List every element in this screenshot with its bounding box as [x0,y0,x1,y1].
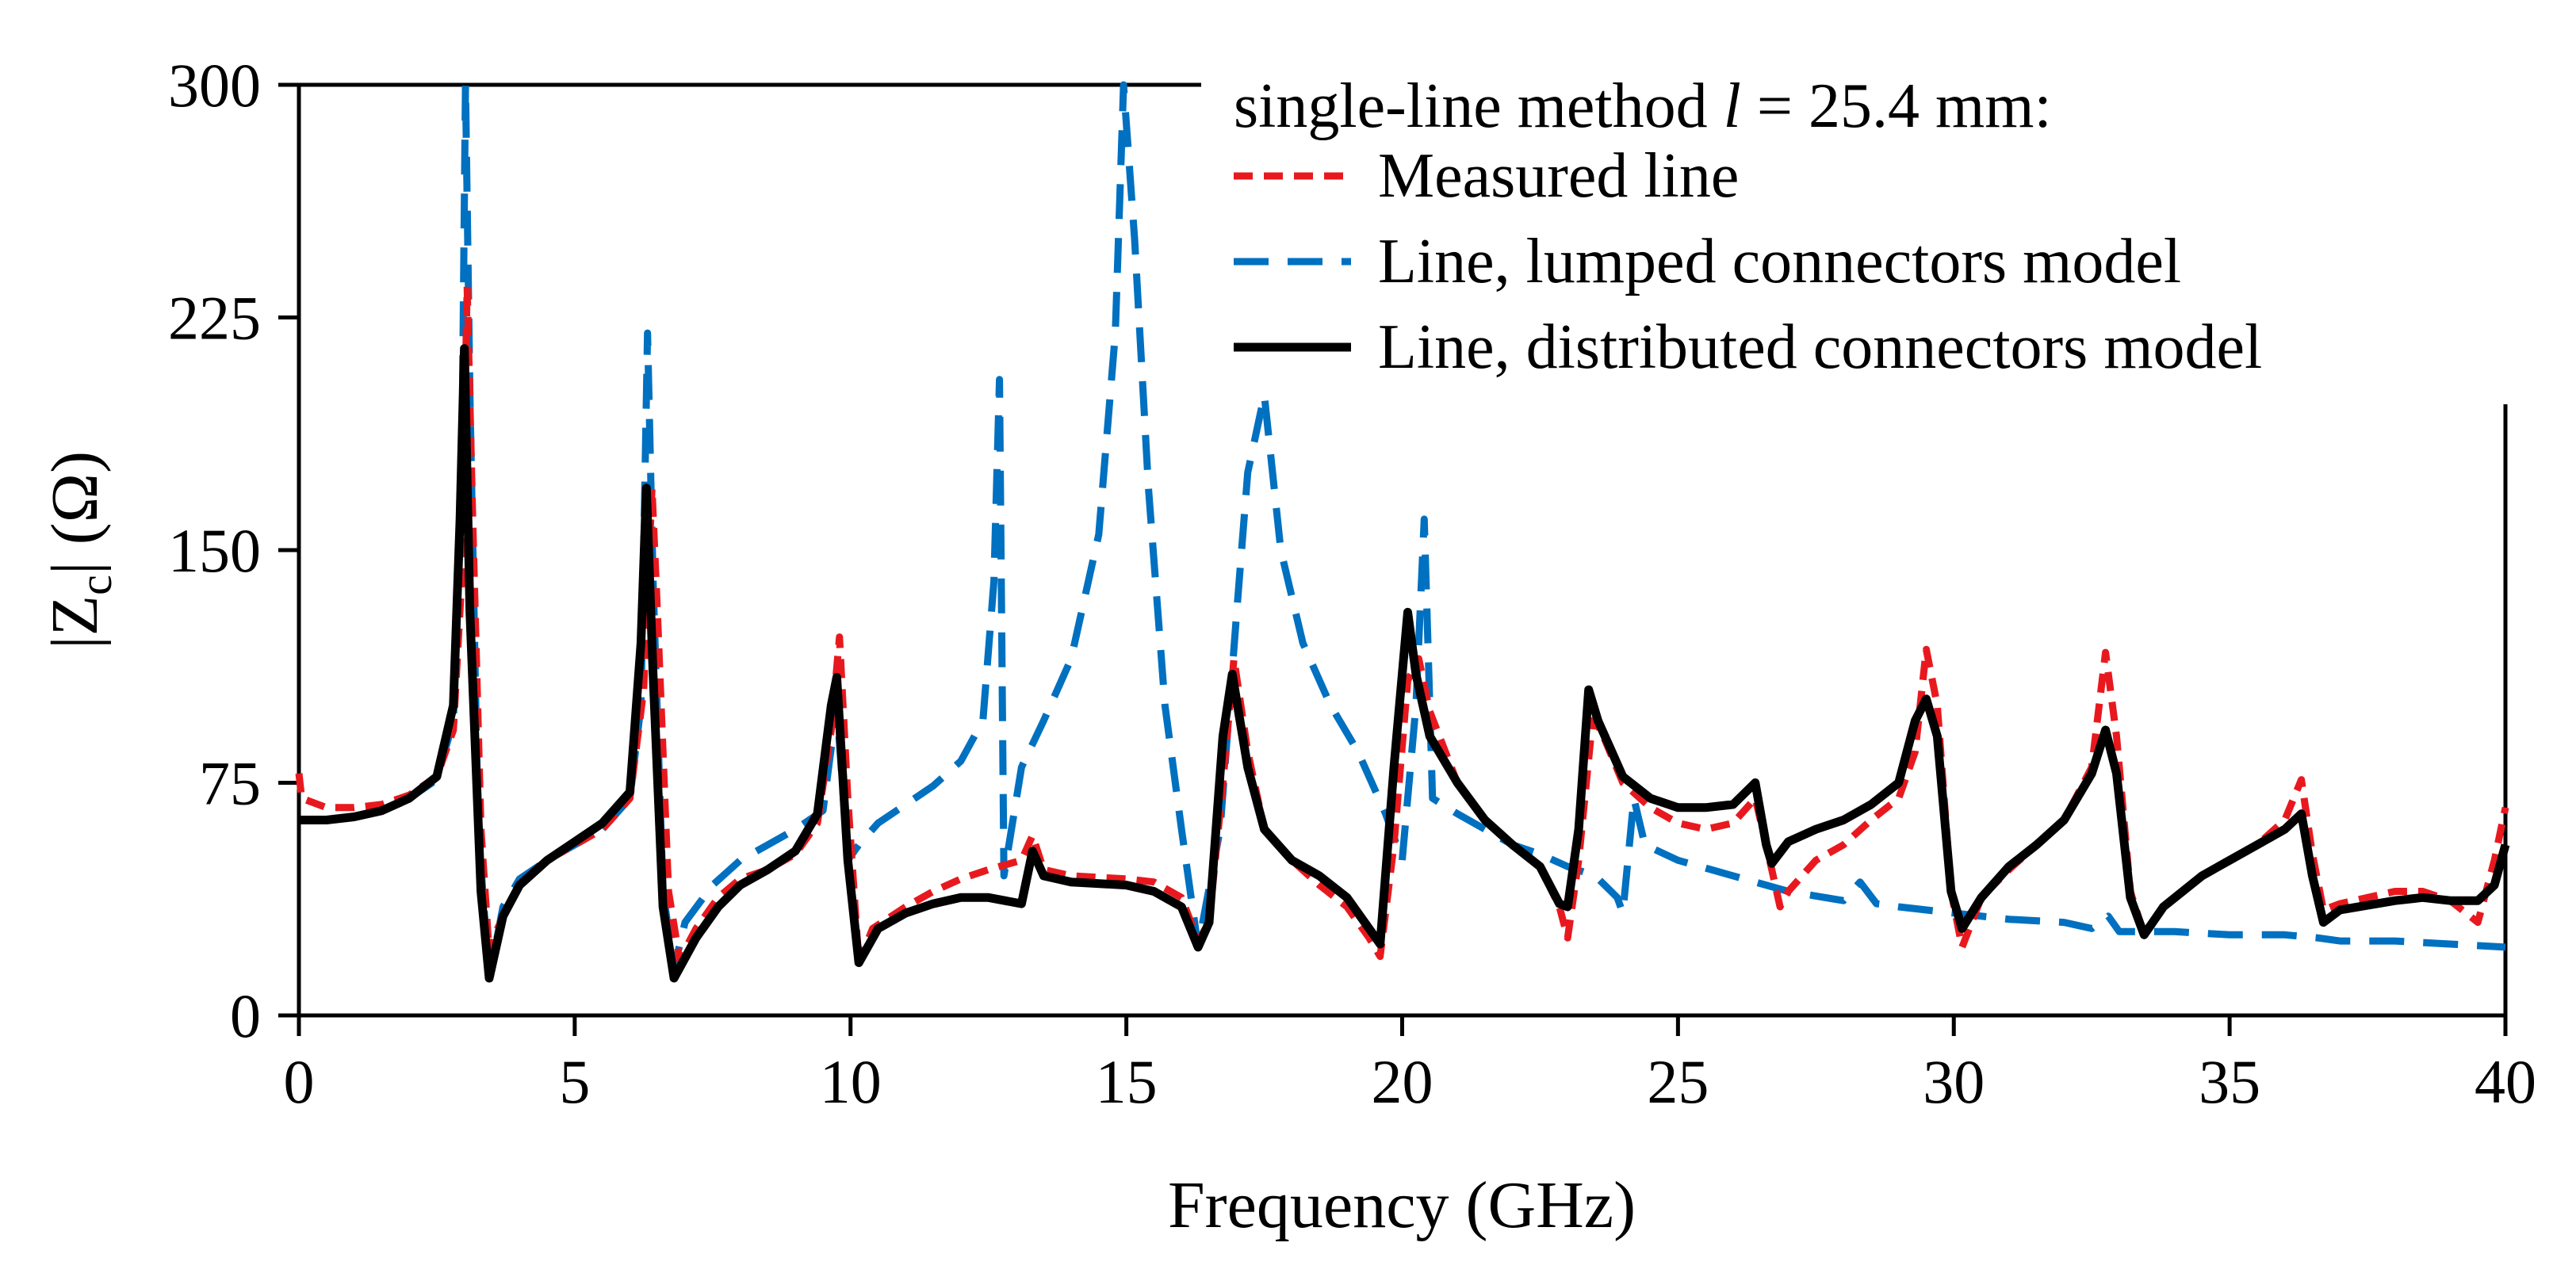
x-tick-label: 5 [559,1047,590,1116]
y-tick-label: 75 [199,749,261,818]
legend-label-line-lumped-connectors-model: Line, lumped connectors model [1378,227,2181,296]
legend-label-measured-line: Measured line [1378,141,1739,211]
legend-label-line-distributed-connectors-model: Line, distributed connectors model [1378,312,2262,382]
x-tick-label: 40 [2475,1047,2536,1116]
legend-title: single-line method l = 25.4 mm: [1234,71,2052,141]
legend-entries: Measured line Line, lumped connectors mod… [1234,141,2262,382]
x-tick-label: 35 [2199,1047,2260,1116]
y-axis-title-suffix: | (Ω) [38,451,112,575]
y-axis-title-prefix: |Z [38,595,112,649]
y-tick-label: 150 [168,516,261,585]
y-ticks: 0 75 150 225 300 [168,51,299,1050]
y-tick-label: 0 [230,981,261,1050]
y-tick-label: 300 [168,51,261,120]
y-axis-title: |Zc| (Ω) [38,451,121,649]
x-tick-label: 10 [820,1047,882,1116]
series-measured-line [295,282,2509,966]
y-axis-title-subscript: c [70,575,121,595]
x-axis-title: Frequency (GHz) [1168,1168,1636,1242]
series-line-lumped-connectors-model [299,81,2506,982]
legend-title-variable: l [1724,71,1741,141]
legend: single-line method l = 25.4 mm: Measured… [1234,71,2262,382]
legend-title-prefix: single-line method [1234,71,1724,141]
x-tick-label: 25 [1647,1047,1709,1116]
x-tick-label: 0 [284,1047,315,1116]
series-layer [295,81,2510,983]
x-ticks: 0 5 10 15 20 25 30 35 40 [284,1015,2536,1116]
axes [297,82,2508,1018]
y-tick-label: 225 [168,284,261,353]
x-tick-label: 20 [1372,1047,1433,1116]
series-line-distributed-connectors-model [299,344,2510,983]
legend-title-suffix: = 25.4 mm: [1741,71,2052,141]
x-tick-label: 15 [1096,1047,1158,1116]
x-tick-label: 30 [1923,1047,1985,1116]
